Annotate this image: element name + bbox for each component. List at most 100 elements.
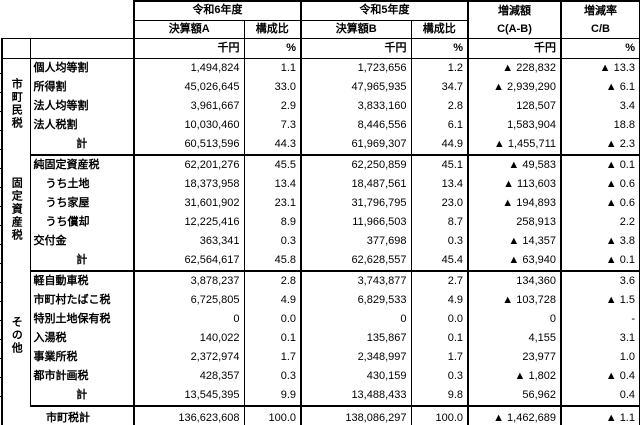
value-cell-a_amount: 18,373,958 bbox=[134, 175, 245, 194]
tax-item-label: 交付金 bbox=[30, 232, 135, 251]
value-cell-b_amount: 61,969,307 bbox=[301, 135, 412, 156]
value-cell-diff: 128,507 bbox=[468, 97, 562, 116]
table-body: 市町民税 個人均等割 1,494,824 1.1 1,723,656 1.2 ▲ 228,8… bbox=[1, 58, 640, 407]
table-row: 市町村たばこ税 6,725,805 4.9 6,829,533 4.9 ▲ 103,728… bbox=[2, 291, 640, 310]
value-cell-b_amount: 0 bbox=[301, 310, 412, 329]
value-cell-a_ratio: 8.9 bbox=[244, 213, 302, 232]
value-cell-a_amount: 363,341 bbox=[134, 232, 245, 251]
value-cell-a_ratio: 13.4 bbox=[244, 175, 302, 194]
header-year-b: 令和5年度 bbox=[301, 0, 469, 21]
table-header: 令和6年度 令和5年度 増減額 C(A-B) 増減率 C/B 決算額A 構成比 … bbox=[1, 0, 640, 59]
value-cell-diff: ▲ 1,455,711 bbox=[468, 135, 562, 156]
value-cell-b_ratio: 8.7 bbox=[411, 213, 469, 232]
value-cell-a_amount: 3,961,667 bbox=[134, 97, 245, 116]
value-cell-a_amount: 1,494,824 bbox=[134, 58, 245, 78]
value-cell-b_amount: 1,723,656 bbox=[301, 58, 412, 78]
value-cell-diff: ▲ 103,728 bbox=[468, 291, 562, 310]
value-cell-a_ratio: 23.1 bbox=[244, 194, 302, 213]
value-cell-diff: ▲ 49,583 bbox=[468, 155, 562, 175]
value-cell-b_amount: 6,829,533 bbox=[301, 291, 412, 310]
value-cell-a_ratio: 7.3 bbox=[244, 116, 302, 135]
value-cell-diff: 134,360 bbox=[468, 271, 562, 291]
value-cell-b_amount: 430,159 bbox=[301, 367, 412, 386]
grand-total-a-ratio: 100.0 bbox=[244, 406, 302, 425]
header-settlement-b: 決算額B bbox=[301, 20, 412, 39]
value-cell-diff: ▲ 63,940 bbox=[468, 251, 562, 272]
value-cell-b_ratio: 13.4 bbox=[411, 175, 469, 194]
value-cell-rate: 2.2 bbox=[561, 213, 640, 232]
tax-group-label: 市町民税 bbox=[10, 77, 23, 130]
value-cell-b_amount: 31,796,795 bbox=[301, 194, 412, 213]
value-cell-b_amount: 62,250,859 bbox=[301, 155, 412, 175]
value-cell-a_amount: 10,030,460 bbox=[134, 116, 245, 135]
value-cell-a_ratio: 1.7 bbox=[244, 348, 302, 367]
value-cell-b_amount: 47,965,935 bbox=[301, 78, 412, 97]
value-cell-a_amount: 13,545,395 bbox=[134, 386, 245, 407]
value-cell-b_amount: 135,867 bbox=[301, 329, 412, 348]
tax-item-label: 計 bbox=[30, 386, 135, 407]
tax-item-label: 法人税割 bbox=[30, 116, 135, 135]
value-cell-a_ratio: 0.3 bbox=[244, 367, 302, 386]
grand-total-label: 市町税計 bbox=[1, 406, 135, 425]
grand-total-rate: ▲ 1.1 bbox=[561, 406, 640, 425]
value-cell-b_ratio: 1.7 bbox=[411, 348, 469, 367]
value-cell-b_ratio: 0.0 bbox=[411, 310, 469, 329]
table-row: うち償却 12,225,416 8.9 11,966,503 8.7 258,913 2.2 bbox=[2, 213, 640, 232]
value-cell-rate: ▲ 1.5 bbox=[561, 291, 640, 310]
grand-total-b-amount: 138,086,297 bbox=[301, 406, 412, 425]
value-cell-b_amount: 18,487,561 bbox=[301, 175, 412, 194]
value-cell-b_amount: 377,698 bbox=[301, 232, 412, 251]
header-rate-title: 増減率 bbox=[584, 5, 617, 17]
value-cell-b_ratio: 4.9 bbox=[411, 291, 469, 310]
value-cell-diff: ▲ 2,939,290 bbox=[468, 78, 562, 97]
tax-item-label: 軽自動車税 bbox=[30, 271, 135, 291]
value-cell-a_amount: 6,725,805 bbox=[134, 291, 245, 310]
header-ratio-b: 構成比 bbox=[411, 20, 469, 39]
value-cell-b_amount: 8,446,556 bbox=[301, 116, 412, 135]
table-footer: 市町税計 136,623,608 100.0 138,086,297 100.0… bbox=[1, 406, 640, 425]
tax-item-label: 所得割 bbox=[30, 78, 135, 97]
table-row: うち家屋 31,601,902 23.1 31,796,795 23.0 ▲ 194,89… bbox=[2, 194, 640, 213]
tax-group-cell: 市町民税 bbox=[1, 58, 31, 155]
table-row: その他 軽自動車税 3,878,237 2.8 3,743,877 2.7 134,360 3… bbox=[1, 271, 640, 406]
value-cell-b_ratio: 0.3 bbox=[411, 232, 469, 251]
units-blank-item bbox=[30, 38, 135, 59]
header-ratio-a: 構成比 bbox=[244, 20, 302, 39]
unit-label-thousand-yen: 千円 bbox=[468, 38, 562, 59]
tax-item-label: 事業所税 bbox=[30, 348, 135, 367]
value-cell-a_ratio: 44.3 bbox=[244, 135, 302, 156]
tax-item-label: 特別土地保有税 bbox=[30, 310, 135, 329]
tax-item-label: うち償却 bbox=[30, 213, 135, 232]
value-cell-a_amount: 140,022 bbox=[134, 329, 245, 348]
value-cell-diff: ▲ 113,603 bbox=[468, 175, 562, 194]
value-cell-a_amount: 45,026,645 bbox=[134, 78, 245, 97]
unit-label-percent: % bbox=[244, 38, 302, 59]
value-cell-b_ratio: 2.7 bbox=[411, 271, 469, 291]
value-cell-b_amount: 13,488,433 bbox=[301, 386, 412, 407]
value-cell-a_amount: 3,878,237 bbox=[134, 271, 245, 291]
value-cell-b_ratio: 23.0 bbox=[411, 194, 469, 213]
value-cell-diff: 4,155 bbox=[468, 329, 562, 348]
subtotal-row: 計 13,545,395 9.9 13,488,433 9.8 56,962 0.4 bbox=[2, 386, 640, 407]
table-row: 入湯税 140,022 0.1 135,867 0.1 4,155 3.1 bbox=[2, 329, 640, 348]
value-cell-b_ratio: 45.4 bbox=[411, 251, 469, 272]
header-row-years: 令和6年度 令和5年度 増減額 C(A-B) 増減率 C/B bbox=[2, 0, 640, 39]
value-cell-rate: ▲ 0.6 bbox=[561, 175, 640, 194]
value-cell-rate: 3.1 bbox=[561, 329, 640, 348]
table-row: 都市計画税 428,357 0.3 430,159 0.3 ▲ 1,802 ▲ 0.4 bbox=[2, 367, 640, 386]
value-cell-b_amount: 2,348,997 bbox=[301, 348, 412, 367]
value-cell-a_ratio: 45.8 bbox=[244, 251, 302, 272]
value-cell-a_ratio: 4.9 bbox=[244, 291, 302, 310]
unit-label-percent: % bbox=[411, 38, 469, 59]
header-diff-amount: 増減額 C(A-B) bbox=[468, 0, 562, 39]
value-cell-rate: 1.0 bbox=[561, 348, 640, 367]
units-blank-group bbox=[1, 38, 31, 59]
value-cell-a_ratio: 33.0 bbox=[244, 78, 302, 97]
header-row-columns: 決算額A 構成比 決算額B 構成比 bbox=[2, 20, 640, 39]
grand-total-a-amount: 136,623,608 bbox=[134, 406, 245, 425]
table-row: 所得割 45,026,645 33.0 47,965,935 34.7 ▲ 2,939,2… bbox=[2, 78, 640, 97]
value-cell-a_amount: 428,357 bbox=[134, 367, 245, 386]
value-cell-rate: ▲ 0.1 bbox=[561, 155, 640, 175]
value-cell-rate: - bbox=[561, 310, 640, 329]
